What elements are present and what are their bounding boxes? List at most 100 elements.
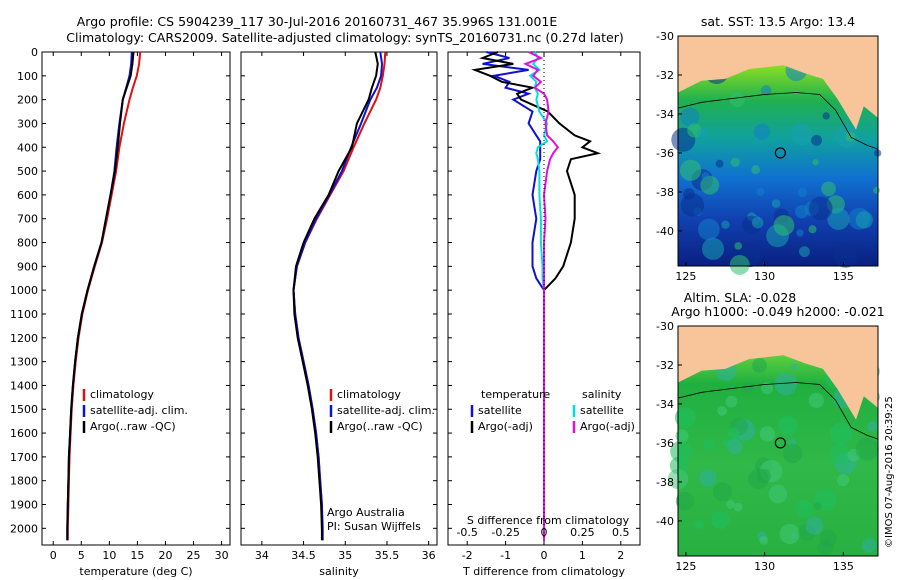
y-tick-label: 2000 bbox=[10, 522, 38, 535]
y-tick-label: -32 bbox=[656, 69, 674, 82]
legend-label: climatology bbox=[337, 388, 401, 401]
x-tick-label: 130 bbox=[754, 270, 775, 283]
ocean-blotch bbox=[700, 175, 720, 195]
series-line-3 bbox=[523, 51, 560, 541]
legend-label: satellite-adj. clim. bbox=[90, 404, 188, 417]
ocean-blotch bbox=[845, 131, 856, 142]
s-tick-label: 0.25 bbox=[570, 526, 595, 539]
x-tick-label: 135 bbox=[833, 560, 854, 573]
y-tick-label: 1300 bbox=[10, 356, 38, 369]
x-tick-label: 34 bbox=[255, 549, 269, 562]
annotation: Argo Australia bbox=[327, 506, 405, 519]
shelf-contour bbox=[677, 92, 879, 150]
ocean-blotch bbox=[697, 218, 720, 241]
ocean-blotch bbox=[683, 188, 695, 200]
ocean-blotch bbox=[679, 159, 702, 181]
y-tick-label: 1700 bbox=[10, 451, 38, 464]
x-tick-label: 36 bbox=[422, 549, 436, 562]
x-tick-label: 34.5 bbox=[291, 549, 316, 562]
y-tick-label: 900 bbox=[17, 260, 38, 273]
y-tick-label: 1100 bbox=[10, 308, 38, 321]
ocean-blotch bbox=[795, 123, 802, 131]
x-axis-label: temperature (deg C) bbox=[79, 565, 192, 578]
x-tick-label: -1 bbox=[500, 549, 511, 562]
ocean-blotch bbox=[734, 242, 743, 250]
ocean-blotch bbox=[675, 491, 694, 511]
ocean-blotch bbox=[751, 165, 761, 175]
legend-header: salinity bbox=[582, 388, 622, 401]
profile-location-marker bbox=[774, 147, 786, 159]
ocean-blotch bbox=[726, 438, 743, 455]
ocean-blotch bbox=[861, 538, 877, 553]
map-frame bbox=[677, 35, 879, 267]
y-tick-label: 800 bbox=[17, 237, 38, 250]
y-tick-label: 300 bbox=[17, 117, 38, 130]
ocean-blotch bbox=[752, 358, 767, 373]
x-tick-label: 135 bbox=[833, 270, 854, 283]
annotation: PI: Susan Wijffels bbox=[327, 520, 421, 533]
ocean-blotch bbox=[855, 211, 873, 229]
ocean-blotch bbox=[701, 237, 725, 260]
ocean-blotch bbox=[701, 172, 710, 180]
y-tick-label: -40 bbox=[656, 515, 674, 528]
ocean-blotch bbox=[726, 500, 735, 509]
series-line-0 bbox=[482, 51, 545, 541]
map-frame bbox=[677, 325, 879, 557]
land-mass bbox=[678, 36, 878, 130]
legend-label: Argo(-adj) bbox=[478, 420, 533, 433]
ocean-blotch bbox=[774, 372, 798, 396]
x-tick-label: -2 bbox=[462, 549, 473, 562]
y-tick-label: 100 bbox=[17, 70, 38, 83]
shelf-contour bbox=[677, 382, 879, 440]
s-tick-label: 0 bbox=[541, 526, 548, 539]
ocean-blotch bbox=[797, 187, 808, 198]
legend-label: satellite bbox=[580, 404, 624, 417]
y-tick-label: 1400 bbox=[10, 379, 38, 392]
x-tick-label: 125 bbox=[675, 560, 696, 573]
x-tick-label: 1 bbox=[579, 549, 586, 562]
ocean-blotch bbox=[756, 187, 765, 196]
x-tick-label: 130 bbox=[754, 560, 775, 573]
y-tick-label: 400 bbox=[17, 141, 38, 154]
x-tick-label: 15 bbox=[130, 549, 144, 562]
ocean-blotch bbox=[867, 421, 878, 432]
ocean-blotch bbox=[730, 157, 740, 167]
ocean-blotch bbox=[761, 382, 774, 395]
y-tick-label: 700 bbox=[17, 213, 38, 226]
plot-frame-salinity bbox=[240, 51, 438, 546]
x-axis-label: salinity bbox=[319, 565, 359, 578]
ocean-blotch bbox=[829, 443, 851, 465]
legend-label: Argo(..raw -QC) bbox=[90, 420, 176, 433]
sst-map-title: sat. SST: 13.5 Argo: 13.4 bbox=[701, 14, 855, 29]
y-tick-label: -32 bbox=[656, 359, 674, 372]
ocean-blotch bbox=[829, 422, 853, 446]
ocean-blotch bbox=[778, 416, 798, 436]
sst-map: -30 -32 -34 -36 -38 -40 125 130 135 bbox=[656, 30, 882, 283]
ocean-blotch bbox=[808, 196, 833, 221]
ocean-blotch bbox=[855, 245, 863, 252]
x-tick-label: 25 bbox=[187, 549, 201, 562]
y-tick-label: -34 bbox=[656, 108, 674, 121]
y-tick-label: 200 bbox=[17, 94, 38, 107]
x-tick-label: 35 bbox=[338, 549, 352, 562]
ocean-blotch bbox=[725, 395, 738, 408]
s-tick-label: -0.25 bbox=[491, 526, 519, 539]
legend-label: Argo(..raw -QC) bbox=[337, 420, 423, 433]
y-tick-label: 1500 bbox=[10, 403, 38, 416]
y-tick-label: 1000 bbox=[10, 284, 38, 297]
s-tick-label: 0.5 bbox=[612, 526, 630, 539]
y-tick-label: 1900 bbox=[10, 499, 38, 512]
ocean-blotch bbox=[821, 181, 836, 197]
ocean-blotch bbox=[742, 381, 755, 394]
x-tick-label: 30 bbox=[215, 549, 229, 562]
legend-label: satellite-adj. clim. bbox=[337, 404, 435, 417]
x-tick-label: 0 bbox=[50, 549, 57, 562]
ocean-blotch bbox=[790, 363, 798, 371]
ocean-blotch bbox=[822, 112, 830, 120]
ocean-blotch bbox=[712, 482, 732, 502]
ocean-blotch bbox=[837, 474, 850, 487]
y-tick-label: -36 bbox=[656, 147, 674, 160]
sla-map-title-line1: Altim. SLA: -0.028 bbox=[684, 290, 797, 305]
ocean-blotch bbox=[805, 516, 824, 535]
